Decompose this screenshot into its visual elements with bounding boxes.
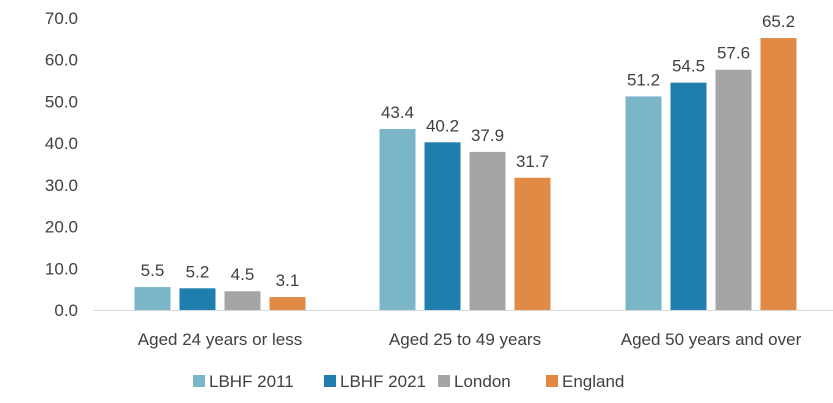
data-label: 65.2 [762,12,795,31]
bar [469,151,506,310]
bar [670,82,707,311]
legend-swatch [324,375,336,387]
legend-label: London [454,372,511,391]
data-label: 31.7 [516,152,549,171]
data-label: 5.2 [186,262,210,281]
y-tick-label: 70.0 [45,9,78,28]
data-label: 4.5 [231,265,255,284]
data-label: 54.5 [672,57,705,76]
bar [179,288,216,310]
y-tick-label: 40.0 [45,134,78,153]
bar [134,287,171,310]
category-labels: Aged 24 years or less Aged 25 to 49 years… [138,330,802,349]
legend-label: LBHF 2021 [340,372,426,391]
y-tick-label: 60.0 [45,51,78,70]
y-tick-label: 10.0 [45,259,78,278]
y-tick-label: 50.0 [45,92,78,111]
bar [224,291,261,310]
data-label: 37.9 [471,126,504,145]
bar [514,177,551,310]
data-label: 5.5 [141,261,165,280]
legend-swatch [193,375,205,387]
y-tick-label: 20.0 [45,218,78,237]
category-label: Aged 25 to 49 years [389,330,541,349]
category-label: Aged 50 years and over [621,330,802,349]
y-axis-ticks: 0.0 10.0 20.0 30.0 40.0 50.0 60.0 70.0 [45,9,78,320]
legend: LBHF 2011 LBHF 2021 London England [193,372,624,391]
category-label: Aged 24 years or less [138,330,302,349]
data-label: 3.1 [276,271,300,290]
legend-label: LBHF 2011 [209,372,294,391]
legend-label: England [562,372,624,391]
bar [424,142,461,310]
data-label: 51.2 [627,70,660,89]
bar [269,297,306,310]
bars-group [134,38,797,311]
bar [625,96,662,311]
legend-swatch [546,375,558,387]
y-tick-label: 0.0 [54,301,78,320]
bar [379,128,416,310]
data-label: 43.4 [381,103,414,122]
bar [715,69,752,311]
data-labels-group: 5.5 5.2 4.5 3.1 43.4 40.2 37.9 31.7 51.2 54.5 57.6… [141,12,795,290]
data-label: 40.2 [426,116,459,135]
bar [760,38,797,310]
legend-swatch [438,375,450,387]
data-label: 57.6 [717,44,750,63]
y-tick-label: 30.0 [45,176,78,195]
